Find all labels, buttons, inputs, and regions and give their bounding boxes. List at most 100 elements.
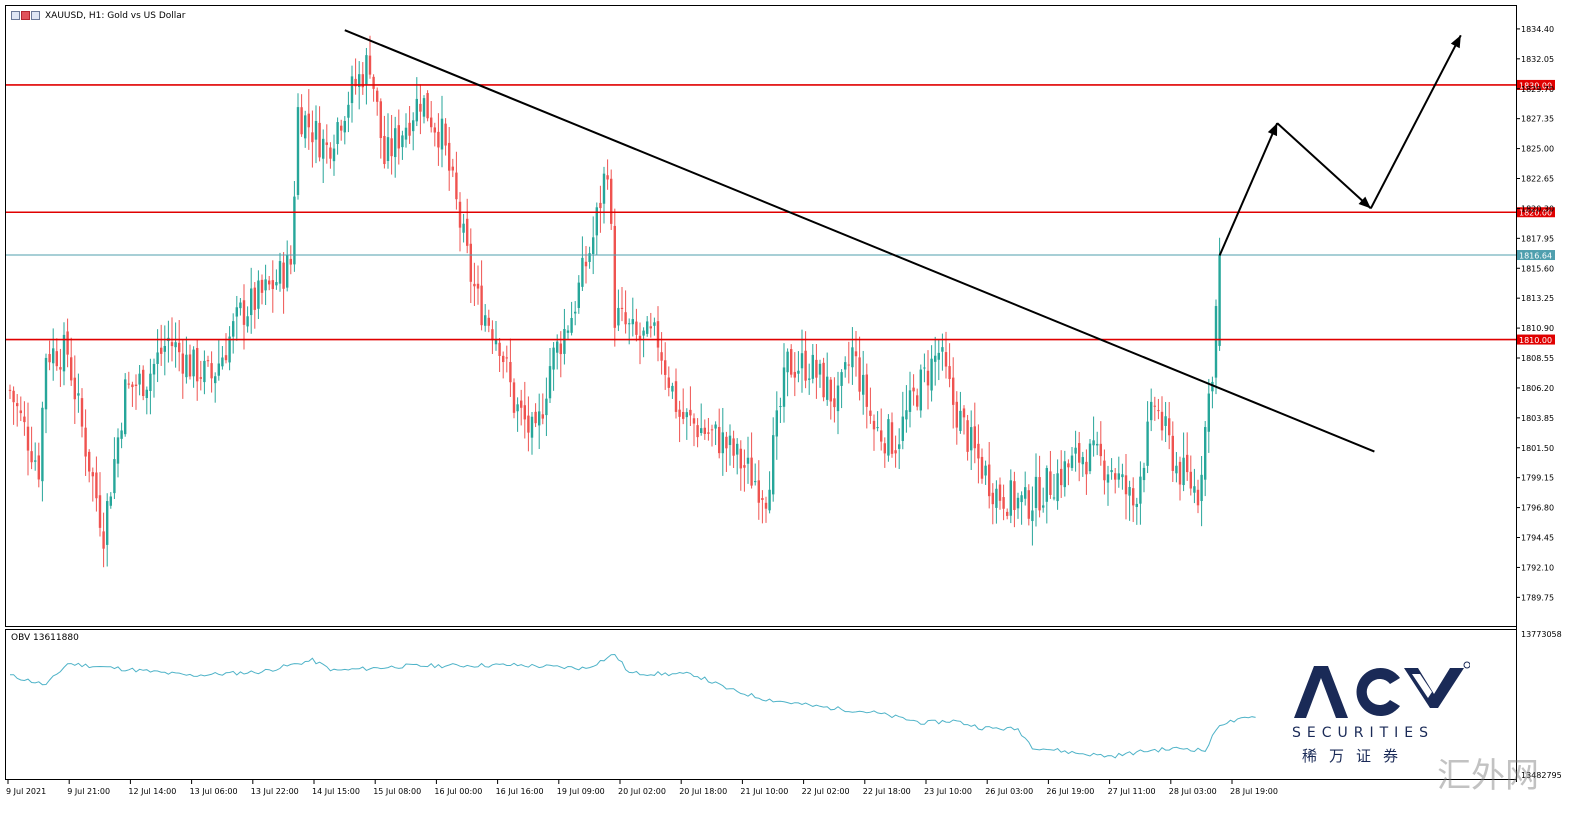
- candle-body: [300, 107, 303, 135]
- candle: [959, 391, 962, 434]
- candle-body: [556, 341, 559, 353]
- candle-body: [851, 347, 854, 368]
- candle: [487, 309, 490, 333]
- candle-body: [923, 367, 926, 369]
- candle: [368, 35, 372, 79]
- level-price-label: 1820.00: [1519, 209, 1552, 218]
- candle-body: [919, 369, 922, 411]
- candle-body: [552, 347, 555, 370]
- candle: [214, 372, 217, 403]
- candle-body: [1186, 454, 1189, 473]
- candle: [19, 396, 22, 422]
- candle: [59, 348, 62, 387]
- candle-body: [689, 409, 692, 416]
- candle-body: [1196, 489, 1200, 506]
- candle: [440, 95, 444, 168]
- candle: [289, 245, 292, 275]
- candle-body: [1060, 468, 1063, 486]
- candle-body: [95, 472, 98, 499]
- candle: [502, 351, 505, 379]
- candle: [286, 240, 289, 292]
- candle: [232, 313, 235, 354]
- candle: [430, 101, 433, 133]
- candle: [728, 424, 732, 466]
- candle-body: [937, 352, 940, 360]
- candle-body: [444, 123, 447, 146]
- candle: [613, 208, 616, 347]
- candle: [890, 412, 894, 458]
- candle-body: [1150, 401, 1153, 421]
- candle: [844, 356, 847, 378]
- candle: [505, 345, 508, 373]
- candle-body: [440, 118, 444, 150]
- candle-body: [905, 410, 908, 420]
- candle: [412, 112, 415, 151]
- candle: [311, 110, 314, 168]
- current-price-label: 1816.64: [1519, 252, 1552, 261]
- candle: [37, 442, 40, 488]
- candle: [926, 350, 930, 410]
- candle-body: [178, 342, 181, 353]
- candle-body: [966, 420, 969, 452]
- candle: [383, 115, 386, 169]
- time-tick-label: 20 Jul 18:00: [679, 787, 727, 796]
- candle: [397, 109, 400, 165]
- candle: [541, 393, 544, 425]
- candle: [858, 336, 861, 401]
- candle-body: [977, 443, 980, 459]
- candle-body: [70, 357, 73, 381]
- horizontal-levels: 1830.00 1820.00 1810.00 1816.64: [6, 79, 1555, 345]
- candle-body: [700, 428, 703, 433]
- candle: [682, 388, 685, 425]
- candle: [1078, 431, 1081, 482]
- candle: [16, 394, 19, 427]
- candle-body: [1078, 443, 1081, 463]
- candle: [98, 472, 102, 537]
- candle: [988, 442, 991, 509]
- candle-body: [671, 385, 674, 392]
- candle-body: [646, 321, 649, 334]
- candle-body: [757, 480, 760, 503]
- candle-body: [664, 360, 667, 375]
- candle: [919, 364, 922, 418]
- candle: [1171, 421, 1174, 483]
- candle: [160, 324, 163, 366]
- candle: [966, 414, 969, 461]
- candle: [26, 402, 30, 476]
- watermark: 汇外网: [1437, 756, 1539, 796]
- candle: [973, 402, 976, 464]
- candle-body: [214, 376, 217, 384]
- level-price-label: 1830.00: [1519, 81, 1552, 90]
- candle-body: [944, 352, 948, 367]
- candle-body: [620, 307, 624, 309]
- candle-body: [833, 398, 836, 408]
- candle-body: [696, 425, 699, 438]
- candle: [512, 378, 516, 419]
- level-price-tag: [1517, 79, 1555, 90]
- candle: [872, 414, 876, 451]
- candle: [775, 391, 778, 460]
- candle: [163, 325, 166, 376]
- candle-body: [844, 362, 847, 370]
- candle: [498, 338, 501, 373]
- candle: [444, 118, 447, 156]
- candle: [1016, 492, 1020, 519]
- candle-body: [376, 90, 379, 102]
- candle-body: [12, 390, 15, 403]
- candle: [433, 122, 436, 147]
- candle-body: [224, 355, 228, 361]
- candle-body: [714, 424, 717, 429]
- candle: [736, 438, 739, 475]
- candle-body: [858, 357, 861, 392]
- candle: [1121, 463, 1124, 490]
- candle: [142, 365, 145, 401]
- time-tick-label: 9 Jul 21:00: [67, 787, 110, 796]
- price-tick-label: 1792.10: [1521, 563, 1554, 572]
- candle-body: [1117, 473, 1120, 480]
- candle: [624, 290, 627, 334]
- candle: [1153, 396, 1156, 421]
- candle-body: [970, 427, 973, 451]
- candle: [401, 130, 404, 160]
- candle: [696, 418, 699, 448]
- candle: [581, 236, 584, 291]
